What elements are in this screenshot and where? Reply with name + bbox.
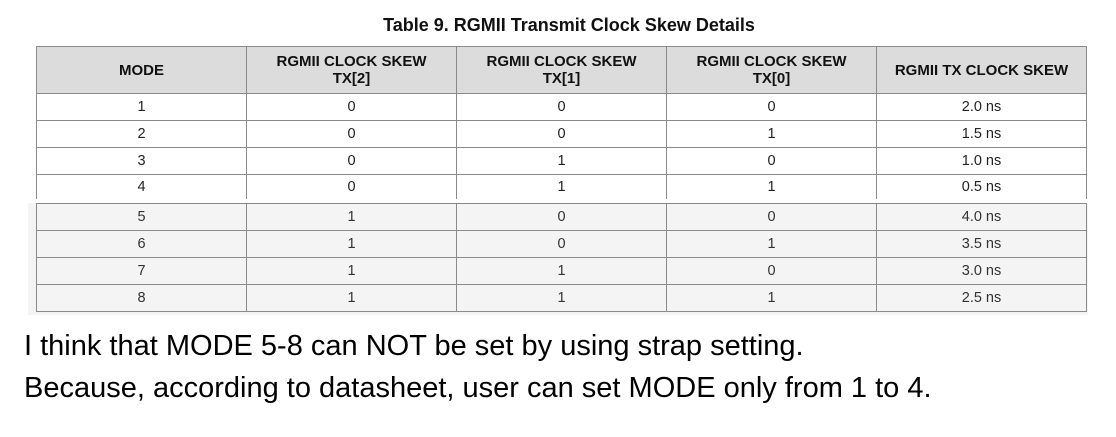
cell-tx2: 1 — [246, 203, 457, 231]
header-row: MODE RGMII CLOCK SKEW TX[2] RGMII CLOCK S… — [36, 46, 1087, 94]
cell-tx0: 0 — [666, 147, 877, 175]
cell-skew: 3.0 ns — [876, 257, 1087, 285]
cell-mode: 1 — [36, 93, 247, 121]
cell-tx2: 1 — [246, 284, 457, 312]
cell-tx2: 0 — [246, 174, 457, 199]
table-row: 8 1 1 1 2.5 ns — [36, 284, 1087, 312]
skew-table-top: MODE RGMII CLOCK SKEW TX[2] RGMII CLOCK S… — [36, 46, 1087, 199]
table-row: 4 0 1 1 0.5 ns — [36, 174, 1087, 199]
cell-tx1: 0 — [456, 203, 667, 231]
cell-tx2: 1 — [246, 230, 457, 258]
cell-skew: 0.5 ns — [876, 174, 1087, 199]
note-line-1: I think that MODE 5-8 can NOT be set by … — [24, 330, 804, 362]
table-title: Table 9. RGMII Transmit Clock Skew Detai… — [383, 15, 755, 35]
table-row: 3 0 1 0 1.0 ns — [36, 147, 1087, 175]
cell-mode: 4 — [36, 174, 247, 199]
cell-tx1: 0 — [456, 120, 667, 148]
header-tx0: RGMII CLOCK SKEW TX[0] — [666, 46, 877, 94]
table-row: 1 0 0 0 2.0 ns — [36, 93, 1087, 121]
header-tx2: RGMII CLOCK SKEW TX[2] — [246, 46, 457, 94]
cell-mode: 5 — [36, 203, 247, 231]
cell-skew: 3.5 ns — [876, 230, 1087, 258]
cell-tx0: 1 — [666, 284, 877, 312]
note-line-2: Because, according to datasheet, user ca… — [24, 372, 932, 404]
cell-skew: 2.5 ns — [876, 284, 1087, 312]
cell-skew: 1.5 ns — [876, 120, 1087, 148]
skew-table-bottom: 5 1 0 0 4.0 ns 6 1 0 1 3.5 ns 7 1 1 0 3.0 ns 8 1 1 1 2.5 ns — [36, 203, 1087, 312]
cell-skew: 1.0 ns — [876, 147, 1087, 175]
cell-tx0: 1 — [666, 120, 877, 148]
cell-tx0: 0 — [666, 257, 877, 285]
cell-tx2: 0 — [246, 120, 457, 148]
cell-tx2: 0 — [246, 93, 457, 121]
cell-tx1: 1 — [456, 284, 667, 312]
cell-mode: 3 — [36, 147, 247, 175]
cell-tx1: 0 — [456, 230, 667, 258]
cell-skew: 2.0 ns — [876, 93, 1087, 121]
cell-mode: 8 — [36, 284, 247, 312]
cell-tx0: 0 — [666, 93, 877, 121]
cell-tx2: 0 — [246, 147, 457, 175]
header-skew: RGMII TX CLOCK SKEW — [876, 46, 1087, 94]
cell-mode: 6 — [36, 230, 247, 258]
cell-mode: 2 — [36, 120, 247, 148]
table-row: 7 1 1 0 3.0 ns — [36, 257, 1087, 285]
cell-tx1: 0 — [456, 93, 667, 121]
cell-tx2: 1 — [246, 257, 457, 285]
cell-tx0: 1 — [666, 230, 877, 258]
cell-tx1: 1 — [456, 147, 667, 175]
cell-tx1: 1 — [456, 257, 667, 285]
cell-tx0: 1 — [666, 174, 877, 199]
table-row: 6 1 0 1 3.5 ns — [36, 230, 1087, 258]
cell-mode: 7 — [36, 257, 247, 285]
header-tx1: RGMII CLOCK SKEW TX[1] — [456, 46, 667, 94]
table-row: 2 0 0 1 1.5 ns — [36, 120, 1087, 148]
header-mode: MODE — [36, 46, 247, 94]
cell-tx0: 0 — [666, 203, 877, 231]
table-row: 5 1 0 0 4.0 ns — [36, 203, 1087, 231]
cell-skew: 4.0 ns — [876, 203, 1087, 231]
cell-tx1: 1 — [456, 174, 667, 199]
